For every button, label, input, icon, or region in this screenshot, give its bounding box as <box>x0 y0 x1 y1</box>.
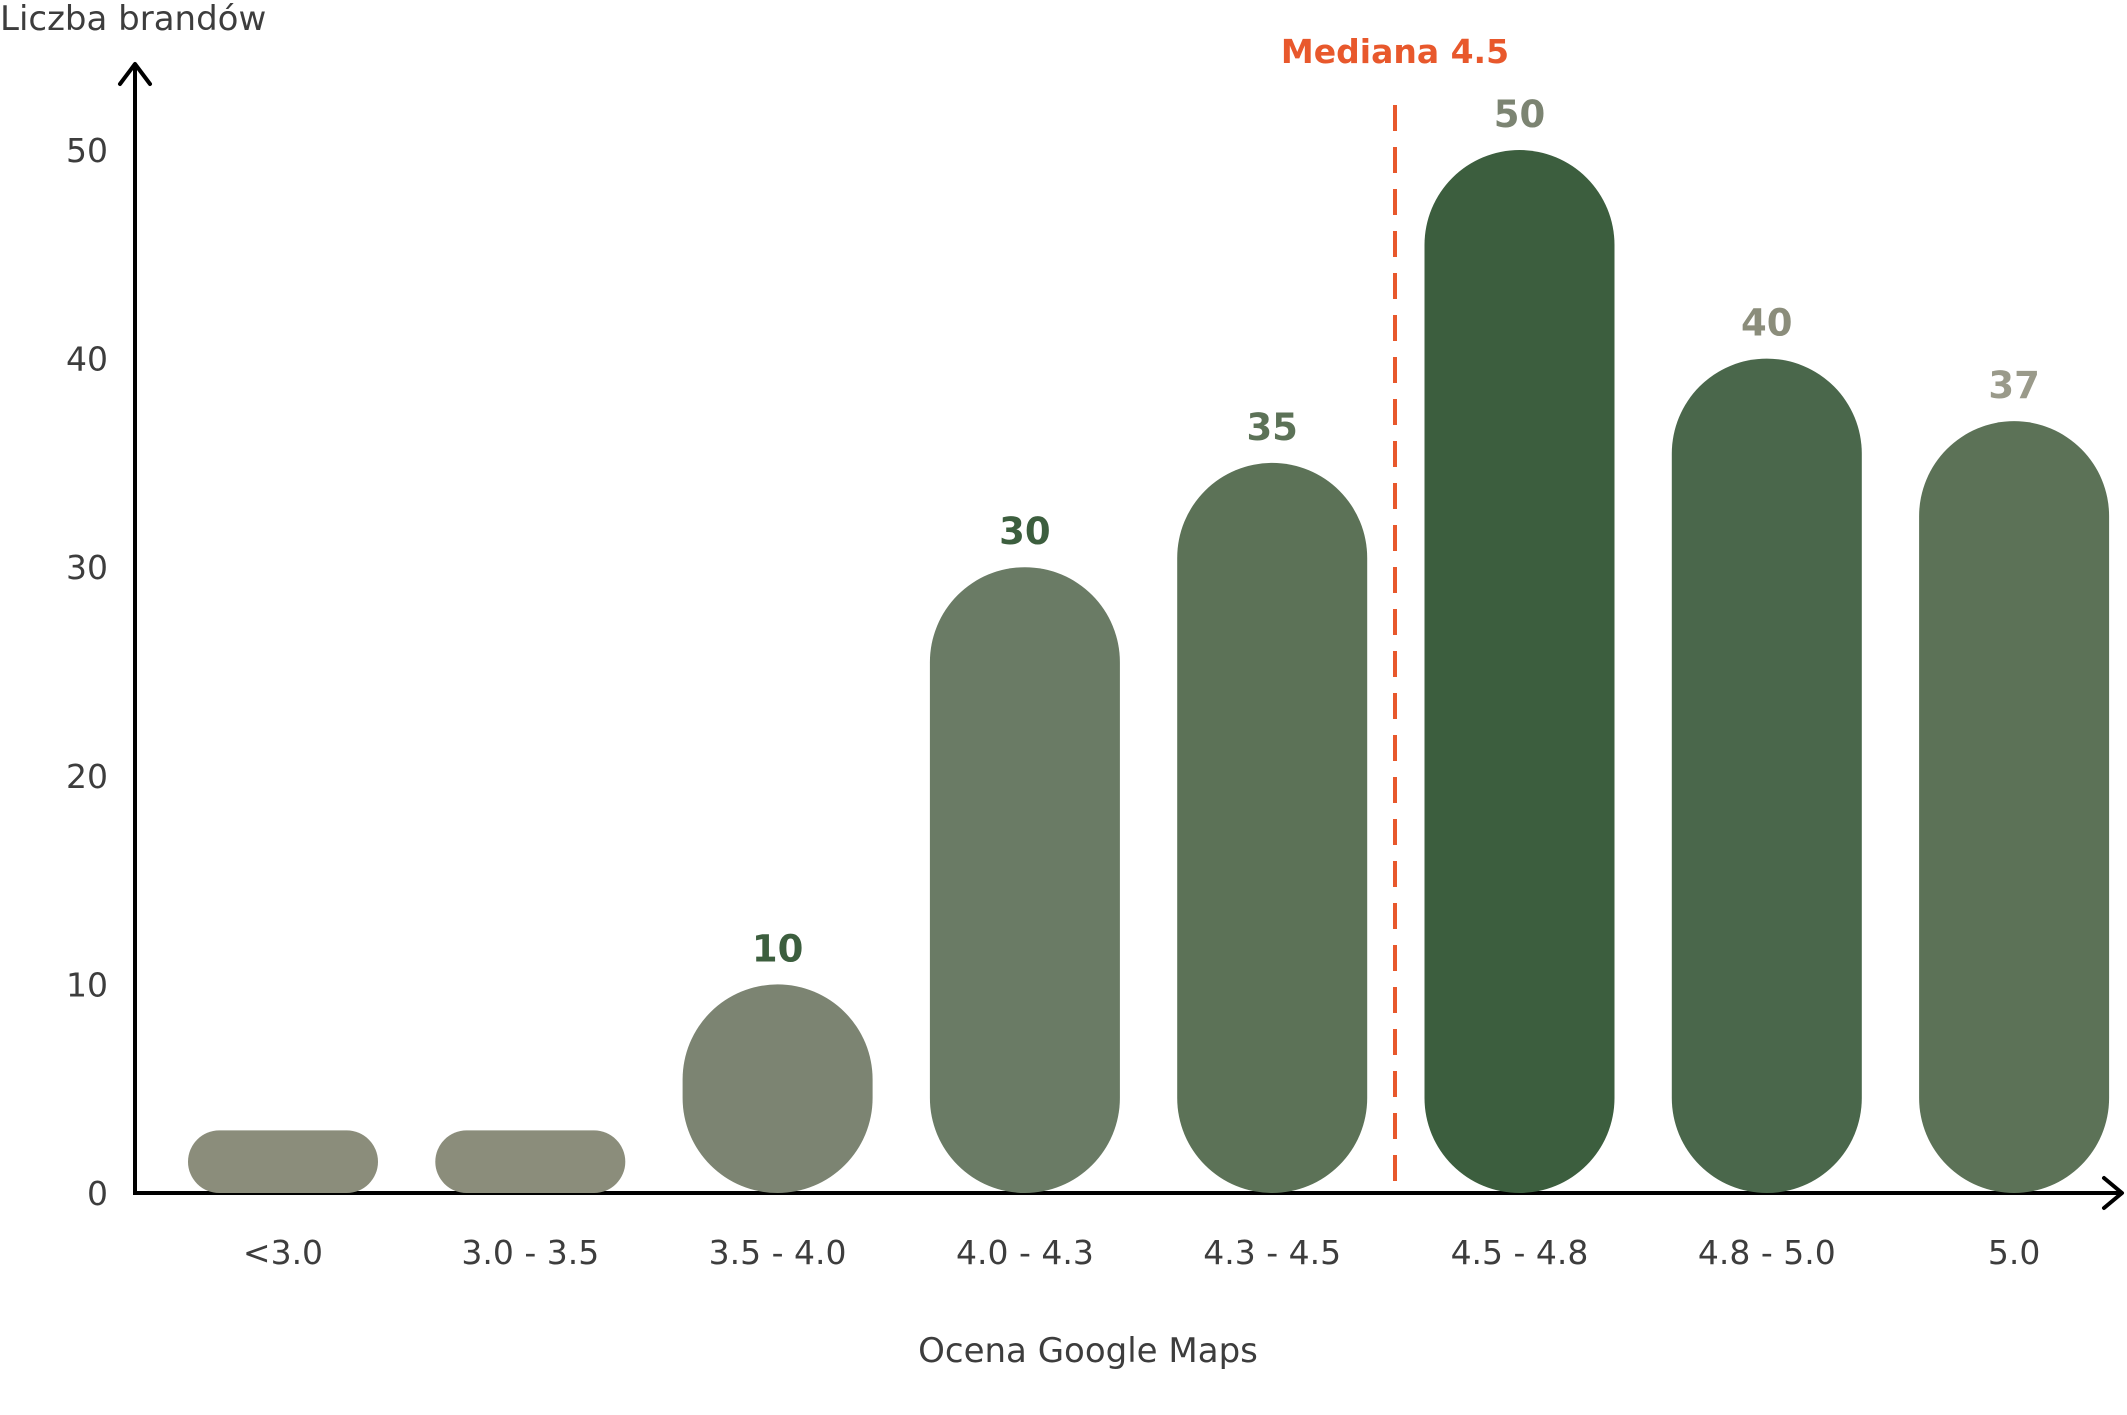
data-label: 10 <box>752 927 804 970</box>
bars <box>188 150 2110 1194</box>
value-labels: 10 30 35 50 40 37 <box>752 93 2040 970</box>
y-tick-label: 10 <box>66 965 108 1004</box>
data-label: 30 <box>999 510 1051 553</box>
y-tick-label: 0 <box>87 1174 108 1213</box>
y-axis-title: Liczba brandów <box>0 0 266 39</box>
y-tick-label: 50 <box>66 131 108 170</box>
x-axis-title: Ocena Google Maps <box>918 1331 1258 1371</box>
bar <box>435 1130 626 1193</box>
x-tick-label: 4.0 - 4.3 <box>956 1233 1094 1272</box>
x-tick-label: 3.0 - 3.5 <box>461 1233 599 1272</box>
y-tick-label: 40 <box>66 340 108 379</box>
bar <box>929 567 1120 1193</box>
y-tick-label: 20 <box>66 757 108 796</box>
median-label: Mediana 4.5 <box>1281 32 1509 71</box>
x-ticks: <3.0 3.0 - 3.5 3.5 - 4.0 4.0 - 4.3 4.3 - 4.5… <box>243 1233 2040 1272</box>
x-tick-label: 4.8 - 5.0 <box>1698 1233 1836 1272</box>
data-label: 50 <box>1494 93 1546 136</box>
bar <box>682 984 873 1193</box>
x-tick-label: 4.5 - 4.8 <box>1451 1233 1589 1272</box>
bar <box>188 1130 378 1193</box>
x-axis-arrow-icon <box>2102 1176 2124 1210</box>
bar <box>1919 421 2110 1193</box>
x-tick-label: 5.0 <box>1988 1233 2040 1272</box>
bar <box>1424 150 1615 1193</box>
y-axis-arrow-icon <box>118 62 152 86</box>
bar <box>1177 462 1368 1193</box>
data-label: 35 <box>1246 406 1298 449</box>
y-tick-label: 30 <box>66 548 108 587</box>
x-tick-label: 3.5 - 4.0 <box>709 1233 847 1272</box>
y-ticks: 0 10 20 30 40 50 <box>66 131 108 1213</box>
data-label: 37 <box>1988 364 2040 407</box>
data-label: 40 <box>1741 302 1793 345</box>
bar <box>1671 358 1862 1194</box>
x-tick-label: <3.0 <box>243 1233 323 1272</box>
x-tick-label: 4.3 - 4.5 <box>1203 1233 1341 1272</box>
